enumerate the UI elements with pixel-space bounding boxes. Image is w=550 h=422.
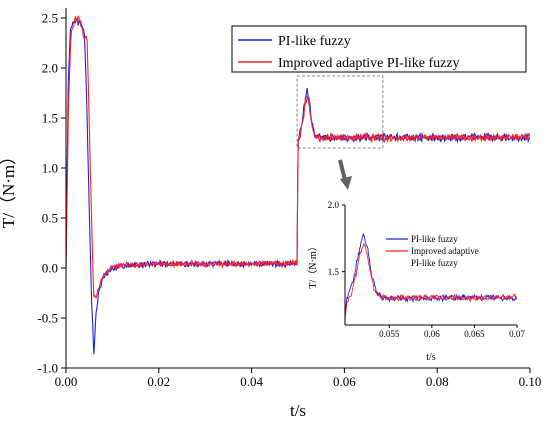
legend-main-box [231, 25, 527, 73]
plot-area-0: 0.00 0.02 0.04 0.06 0.08 0.10 -1.0 -0.5 0.0 0.5 1.… [0, 8, 541, 420]
legend-main-entry-1: Improved adaptive PI-like fuzzy [278, 56, 460, 71]
x-tick-label-0-1: 0.02 [147, 374, 170, 389]
zoom-region-box [296, 75, 384, 149]
legend-main-entry-0: PI-like fuzzy [278, 34, 351, 49]
legend-inset-entry-0: PI-like fuzzy [411, 234, 458, 244]
y-axis-label-1: T/（N·m） [307, 241, 319, 288]
x-tick-label-1-2: 0.065 [464, 329, 485, 339]
legend-inset-entry-2: PI-like fuzzy [411, 258, 458, 268]
y-tick-label-0-2: 0.0 [42, 261, 58, 276]
y-axis-label-0: T/（N·m） [0, 148, 18, 228]
legend-inset-entry-1: Improved adaptive [411, 246, 479, 256]
x-tick-label-0-3: 0.06 [333, 374, 356, 389]
y-tick-label-0-5: 1.5 [42, 111, 58, 126]
x-tick-label-0-5: 0.10 [519, 374, 542, 389]
x-tick-label-1-0: 0.055 [379, 329, 400, 339]
series-line-1-0 [345, 233, 517, 315]
x-axis-label-0: t/s [290, 401, 306, 420]
legend-inset: PI-like fuzzy Improved adaptive PI-like fu… [384, 234, 496, 272]
legend-inset-box [384, 234, 496, 272]
x-tick-label-0-4: 0.08 [426, 374, 449, 389]
zoom-arrow-head [339, 176, 352, 190]
x-axis-label-1: t/s [426, 352, 436, 363]
y-tick-label-0-6: 2.0 [42, 61, 58, 76]
y-tick-label-0-0: -1.0 [37, 361, 58, 376]
y-tick-label-1-0: 1.5 [328, 267, 340, 277]
y-tick-label-0-4: 1.0 [42, 161, 58, 176]
y-tick-label-0-1: -0.5 [37, 311, 58, 326]
zoom-arrow-shaft [338, 159, 347, 181]
x-tick-label-1-1: 0.06 [424, 329, 440, 339]
plot-area-1: 0.055 0.06 0.065 0.07 1.5 2.0 t/s T/（N·m） PI-lik… [307, 200, 525, 363]
y-tick-label-0-3: 0.5 [42, 211, 58, 226]
x-tick-label-1-3: 0.07 [509, 329, 525, 339]
y-tick-label-0-7: 2.5 [42, 11, 58, 26]
legend-main: PI-like fuzzy Improved adaptive PI-like f… [231, 25, 527, 73]
series-line-1-1 [345, 242, 517, 320]
y-tick-label-1-1: 2.0 [328, 200, 340, 210]
series-line-0-1 [66, 15, 530, 299]
x-tick-label-0-0: 0.00 [55, 374, 78, 389]
x-tick-label-0-2: 0.04 [240, 374, 263, 389]
